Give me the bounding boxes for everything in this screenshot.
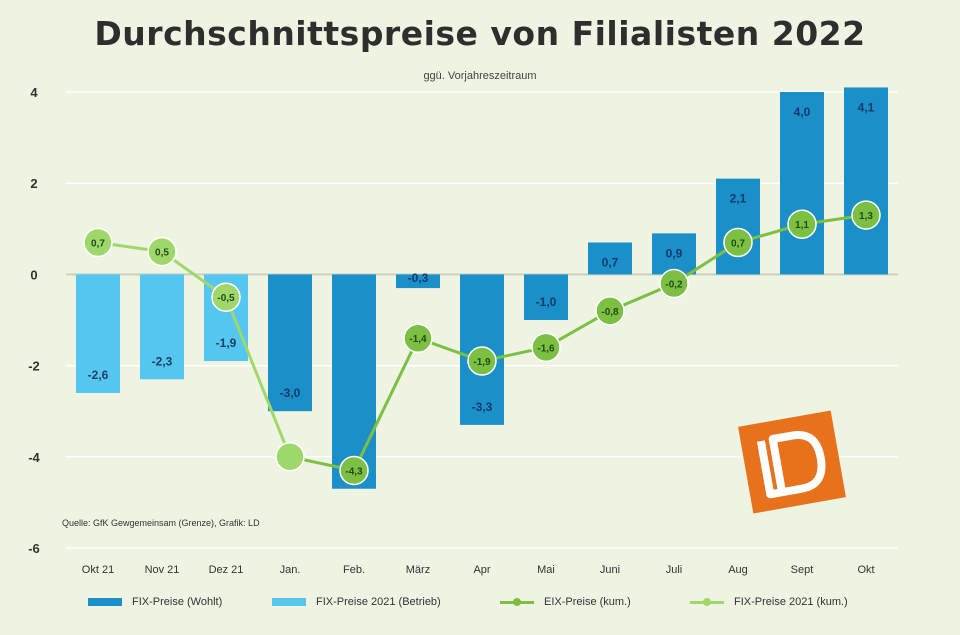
line-value-label: -0,8 — [601, 307, 619, 318]
line-value-label: 1,3 — [859, 211, 873, 222]
bar-value-label: -3,3 — [472, 400, 493, 414]
legend-label: FIX-Preise 2021 (kum.) — [734, 596, 848, 608]
line-point — [659, 268, 689, 299]
line-point — [787, 209, 817, 239]
bar-value-label: -2,3 — [152, 354, 173, 368]
x-tick-label: Okt — [857, 564, 874, 576]
line-value-label: 1,1 — [795, 220, 809, 231]
line-value-label: -0,5 — [217, 293, 235, 304]
y-tick-label: 4 — [30, 85, 38, 100]
legend: FIX-Preise (Wohlt) FIX-Preise 2021 (Betr… — [0, 596, 960, 624]
line-point — [467, 346, 497, 376]
chart-title: Durchschnittspreise von Filialisten 2022 — [94, 14, 866, 53]
line-value-label: 0,7 — [91, 238, 105, 249]
legend-item: FIX-Preise (Wohlt) — [88, 596, 222, 608]
bar — [140, 274, 184, 380]
y-tick-label: 2 — [30, 176, 37, 191]
chart-subtitle: ggü. Vorjahreszeitraum — [423, 70, 537, 82]
line-value-label: 0,7 — [731, 238, 745, 249]
bar-value-label: 0,7 — [602, 255, 619, 269]
bar — [396, 274, 440, 289]
y-tick-label: -2 — [28, 359, 40, 374]
line-point — [211, 282, 241, 312]
line-value-label: -1,6 — [537, 343, 555, 354]
line-point — [275, 442, 305, 472]
legend-label: FIX-Preise 2021 (Betrieb) — [316, 596, 441, 608]
legend-label: FIX-Preise (Wohlt) — [132, 596, 223, 608]
x-tick-label: März — [406, 564, 430, 576]
x-tick-label: Feb. — [343, 564, 365, 576]
legend-label: EIX-Preise (kum.) — [544, 596, 631, 608]
line-point — [531, 332, 561, 363]
line-point — [851, 200, 881, 230]
legend-item: EIX-Preise (kum.) — [500, 596, 631, 608]
bar-value-label: 0,9 — [666, 246, 683, 260]
line-value-label: -4,3 — [345, 466, 363, 477]
x-tick-label: Aug — [728, 564, 748, 576]
bar — [588, 242, 632, 275]
line-point — [83, 227, 113, 258]
bar-value-label: -3,0 — [280, 386, 301, 400]
line-point — [403, 323, 433, 353]
y-tick-label: 0 — [30, 267, 37, 282]
line-value-label: -1,4 — [409, 334, 427, 345]
bar-value-label: 2,1 — [730, 192, 747, 206]
bar — [524, 274, 568, 320]
line-point — [147, 236, 177, 267]
bar-value-label: -1,9 — [216, 336, 237, 350]
source-note: Quelle: GfK Gewgemeinsam (Grenze), Grafi… — [62, 518, 260, 528]
legend-item: FIX-Preise 2021 (Betrieb) — [272, 596, 441, 608]
bar — [716, 178, 760, 275]
x-tick-label: Juli — [666, 564, 683, 576]
line-point — [339, 455, 369, 486]
x-tick-label: Juni — [600, 564, 620, 576]
bar — [844, 87, 888, 275]
line-value-label: -1,9 — [473, 357, 491, 368]
x-tick-label: Nov 21 — [145, 564, 180, 576]
y-tick-label: -4 — [28, 450, 40, 465]
x-tick-label: Mai — [537, 564, 555, 576]
bar — [332, 274, 376, 489]
line-point — [595, 296, 625, 326]
bar — [652, 233, 696, 275]
bar-value-label: -1,0 — [536, 295, 557, 309]
bar-value-label: 4,1 — [858, 100, 875, 114]
bar-value-label: 4,0 — [794, 105, 811, 119]
line-point — [723, 227, 753, 258]
bar — [268, 274, 312, 412]
legend-item: FIX-Preise 2021 (kum.) — [690, 596, 848, 608]
x-tick-label: Jan. — [280, 564, 301, 576]
x-tick-label: Okt 21 — [82, 564, 114, 576]
line-value-label: 0,5 — [155, 248, 169, 259]
y-tick-label: -6 — [28, 541, 40, 556]
bar-value-label: -2,6 — [88, 368, 109, 382]
x-tick-label: Dez 21 — [209, 564, 244, 576]
x-tick-label: Apr — [473, 564, 490, 576]
series-line — [97, 240, 292, 458]
ld-logo — [737, 410, 847, 514]
x-tick-label: Sept — [791, 564, 814, 576]
line-value-label: -0,2 — [665, 280, 683, 291]
bar — [780, 92, 824, 275]
series-line — [289, 213, 867, 473]
bar — [76, 274, 120, 393]
bar-value-label: -0,3 — [408, 271, 429, 285]
